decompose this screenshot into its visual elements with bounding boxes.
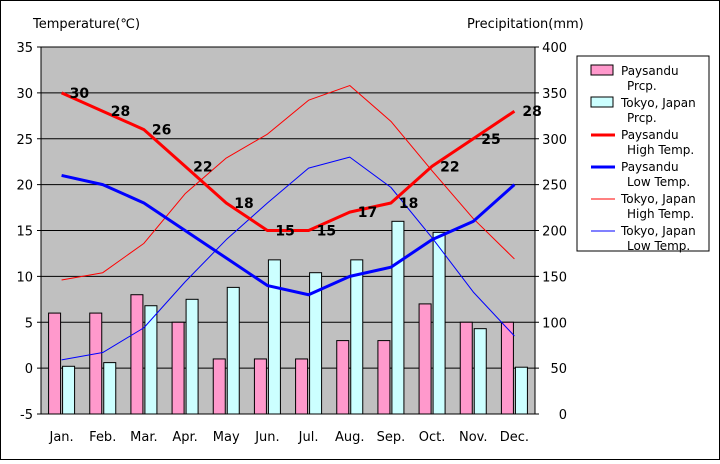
bar bbox=[103, 362, 117, 415]
axes: -505101520253035050100150200250300350400… bbox=[16, 41, 567, 445]
bar bbox=[89, 312, 103, 415]
y-left-tick-label: 35 bbox=[16, 41, 33, 56]
y-left-tick-label: 5 bbox=[25, 316, 33, 331]
bar bbox=[185, 298, 199, 415]
bar bbox=[350, 259, 364, 415]
lines bbox=[60, 85, 516, 361]
x-tick-label: Mar. bbox=[130, 430, 157, 445]
bar bbox=[130, 294, 144, 415]
bar bbox=[267, 259, 281, 415]
legend-label: Tokyo, Japan bbox=[620, 192, 696, 206]
bar bbox=[500, 321, 514, 415]
y-left-tick-label: 0 bbox=[25, 362, 33, 377]
bar bbox=[377, 340, 391, 415]
legend-label: Prcp. bbox=[627, 79, 657, 93]
data-labels: 30 28 26 22 18 15 15 17 18 22 25 28 bbox=[70, 86, 542, 240]
legend-label: High Temp. bbox=[627, 143, 694, 157]
legend-label: Tokyo, Japan bbox=[620, 96, 696, 110]
legend-label: Low Temp. bbox=[627, 239, 690, 253]
bar bbox=[144, 305, 158, 415]
x-tick-label: May bbox=[213, 430, 240, 445]
bar bbox=[62, 365, 76, 415]
data-label: 22 bbox=[193, 159, 212, 175]
y-left-tick-label: 30 bbox=[16, 87, 33, 102]
bar bbox=[212, 358, 226, 415]
y-right-tick-label: 300 bbox=[542, 133, 567, 148]
bar bbox=[48, 312, 62, 415]
y-left-tick-label: 20 bbox=[16, 179, 33, 194]
line-series bbox=[60, 91, 516, 232]
y-left-title: Temperature(℃) bbox=[32, 17, 140, 32]
data-label: 18 bbox=[399, 196, 418, 212]
x-tick-label: Oct. bbox=[419, 430, 446, 445]
bar bbox=[171, 321, 185, 415]
y-right-tick-label: 350 bbox=[542, 87, 567, 102]
data-label: 28 bbox=[522, 104, 541, 120]
legend-label: Low Temp. bbox=[627, 175, 690, 189]
x-tick-label: Jul. bbox=[298, 430, 319, 445]
bar bbox=[226, 286, 240, 415]
bar bbox=[309, 272, 323, 415]
bar bbox=[432, 231, 446, 415]
x-tick-label: Apr. bbox=[172, 430, 197, 445]
legend-label: High Temp. bbox=[627, 207, 694, 221]
x-tick-label: Jun. bbox=[254, 430, 279, 445]
y-right-title: Precipitation(mm) bbox=[467, 17, 584, 32]
bar bbox=[473, 328, 487, 415]
bar bbox=[459, 321, 473, 415]
bar bbox=[336, 340, 350, 415]
x-tick-label: Nov. bbox=[459, 430, 488, 445]
data-label: 25 bbox=[481, 132, 500, 148]
bar bbox=[391, 220, 405, 415]
x-tick-label: Jan. bbox=[48, 430, 73, 445]
line-series bbox=[61, 173, 516, 297]
x-tick-label: Dec. bbox=[500, 430, 529, 445]
y-right-tick-label: 0 bbox=[559, 408, 567, 423]
y-left-tick-label: 10 bbox=[16, 270, 33, 285]
bar bbox=[295, 358, 309, 415]
data-label: 15 bbox=[275, 224, 294, 240]
data-label: 28 bbox=[111, 104, 130, 120]
y-left-tick-label: -5 bbox=[20, 408, 33, 423]
data-label: 15 bbox=[317, 224, 336, 240]
legend-label: Prcp. bbox=[627, 111, 657, 125]
bar bbox=[514, 366, 528, 415]
bars bbox=[48, 220, 528, 415]
legend-label: Paysandu bbox=[621, 64, 679, 78]
x-tick-label: Aug. bbox=[335, 430, 365, 445]
data-label: 18 bbox=[234, 196, 253, 212]
y-right-tick-label: 250 bbox=[542, 179, 567, 194]
line-series bbox=[61, 85, 515, 281]
y-left-tick-label: 15 bbox=[16, 225, 33, 240]
bar bbox=[418, 303, 432, 415]
data-label: 26 bbox=[152, 123, 171, 139]
y-right-tick-label: 100 bbox=[542, 316, 567, 331]
legend-label: Tokyo, Japan bbox=[620, 224, 696, 238]
y-left-tick-label: 25 bbox=[16, 133, 33, 148]
data-label: 17 bbox=[358, 205, 377, 221]
legend-label: Paysandu bbox=[621, 160, 679, 174]
x-tick-label: Sep. bbox=[377, 430, 406, 445]
data-label: 22 bbox=[440, 159, 459, 175]
y-right-tick-label: 400 bbox=[542, 41, 567, 56]
x-tick-label: Feb. bbox=[89, 430, 116, 445]
legend-label: Paysandu bbox=[621, 128, 679, 142]
legend-box bbox=[576, 55, 710, 252]
y-right-tick-label: 50 bbox=[550, 362, 567, 377]
y-right-tick-label: 150 bbox=[542, 270, 567, 285]
gridlines bbox=[41, 92, 535, 369]
legend-swatch bbox=[590, 96, 614, 108]
legend-swatch bbox=[590, 64, 614, 76]
bar bbox=[253, 358, 267, 415]
y-right-tick-label: 200 bbox=[542, 225, 567, 240]
line-series bbox=[61, 156, 515, 361]
data-label: 30 bbox=[70, 86, 90, 102]
